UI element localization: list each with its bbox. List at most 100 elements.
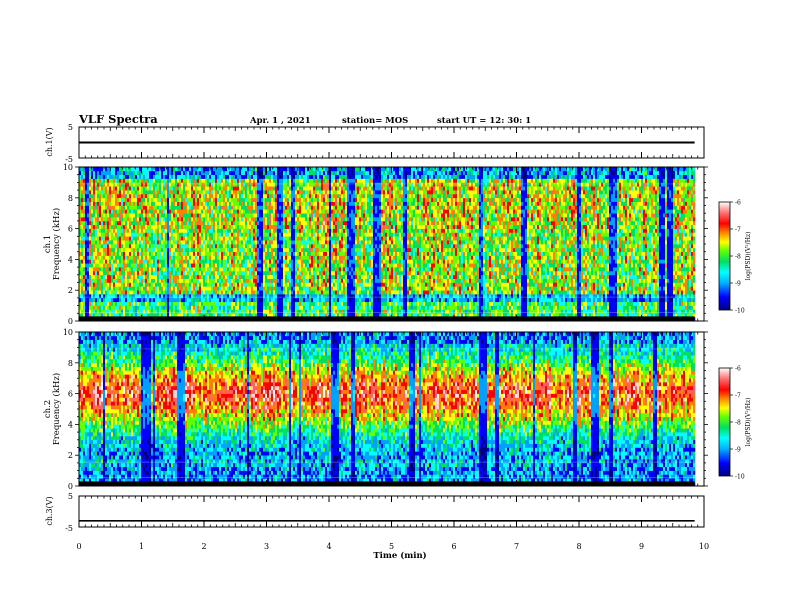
spectrogram-cell	[317, 278, 320, 283]
spectrogram-cell	[235, 193, 238, 199]
spectrogram-cell	[141, 178, 144, 183]
spectrogram-cell	[215, 290, 218, 295]
spectrogram-cell	[271, 313, 274, 318]
spectrogram-cell	[139, 178, 142, 183]
spectrogram-cell	[199, 224, 202, 229]
spectrogram-cell	[249, 244, 252, 249]
spectrogram-cell	[143, 294, 146, 299]
spectrogram-cell	[201, 205, 204, 210]
spectrogram-cell	[123, 286, 126, 291]
spectrogram-cell	[291, 247, 294, 252]
spectrogram-cell	[245, 294, 248, 299]
spectrogram-cell	[209, 267, 212, 272]
spectrogram-cell	[273, 270, 276, 276]
spectrogram-cell	[271, 267, 274, 272]
spectrogram-cell	[291, 182, 294, 187]
spectrogram-cell	[99, 201, 102, 206]
spectrogram-cell	[263, 167, 266, 172]
spectrogram-cell	[91, 244, 94, 249]
spectrogram-cell	[137, 263, 140, 268]
spectrogram-cell	[249, 213, 252, 218]
spectrogram-cell	[179, 267, 182, 272]
spectrogram-cell	[109, 255, 112, 260]
spectrogram-cell	[305, 197, 308, 202]
spectrogram-cell	[309, 178, 312, 183]
spectrogram-cell	[87, 224, 90, 229]
spectrogram-cell	[107, 224, 110, 229]
spectrogram-cell	[143, 190, 146, 195]
spectrogram-cell	[125, 290, 128, 295]
spectrogram-cell	[271, 213, 274, 218]
spectrogram-cell	[149, 178, 152, 183]
spectrogram-cell	[125, 236, 128, 241]
spectrogram-cell	[283, 167, 286, 172]
spectrogram-cell	[173, 186, 176, 191]
spectrogram-cell	[277, 255, 280, 260]
spectrogram-cell	[131, 178, 134, 183]
spectrogram-cell	[285, 297, 288, 303]
spectrogram-cell	[173, 213, 176, 218]
spectrogram-cell	[249, 255, 252, 260]
spectrogram-cell	[119, 255, 122, 260]
spectrogram-cell	[273, 290, 276, 295]
spectrogram-cell	[275, 220, 278, 226]
spectrogram-cell	[153, 294, 156, 299]
spectrogram-cell	[79, 297, 82, 303]
spectrogram-cell	[177, 178, 180, 183]
spectrogram-cell	[287, 209, 290, 214]
spectrogram-cell	[261, 178, 264, 183]
spectrogram-cell	[195, 224, 198, 229]
spectrogram-cell	[127, 301, 130, 306]
spectrogram-cell	[207, 182, 210, 187]
spectrogram-cell	[151, 232, 154, 237]
spectrogram-cell	[243, 209, 246, 214]
spectrogram-cell	[275, 190, 278, 195]
spectrogram-cell	[259, 182, 262, 187]
spectrogram-cell	[117, 240, 120, 245]
spectrogram-cell	[97, 205, 100, 210]
spectrogram-cell	[289, 263, 292, 268]
spectrogram-cell	[291, 309, 294, 314]
spectrogram-cell	[247, 190, 250, 195]
spectrogram-cell	[125, 270, 128, 276]
spectrogram-cell	[271, 274, 274, 279]
spectrogram-cell	[189, 193, 192, 199]
spectrogram-cell	[171, 244, 174, 249]
spectrogram-cell	[83, 305, 86, 310]
spectrogram-cell	[103, 178, 106, 183]
spectrogram-cell	[169, 309, 172, 314]
spectrogram-cell	[221, 247, 224, 252]
spectrogram-cell	[251, 313, 254, 318]
spectrogram-cell	[279, 259, 282, 264]
spectrogram-cell	[183, 232, 186, 237]
spectrogram-cell	[149, 186, 152, 191]
spectrogram-cell	[265, 190, 268, 195]
spectrogram-cell	[225, 244, 228, 249]
spectrogram-cell	[293, 170, 296, 175]
spectrogram-cell	[139, 209, 142, 214]
spectrogram-cell	[315, 301, 318, 306]
spectrogram-cell	[83, 255, 86, 260]
spectrogram-cell	[169, 178, 172, 183]
spectrogram-cell	[161, 294, 164, 299]
spectrogram-cell	[317, 301, 320, 306]
spectrogram-cell	[153, 178, 156, 183]
spectrogram-cell	[255, 247, 258, 252]
spectrogram-cell	[261, 236, 264, 241]
spectrogram-cell	[139, 236, 142, 241]
spectrogram-cell	[155, 309, 158, 314]
spectrogram-cell	[251, 255, 254, 260]
spectrogram-cell	[137, 174, 140, 179]
spectrogram-cell	[159, 270, 162, 276]
spectrogram-cell	[135, 182, 138, 187]
spectrogram-cell	[273, 178, 276, 183]
spectrogram-cell	[141, 274, 144, 279]
spectrogram-cell	[89, 309, 92, 314]
spectrogram-cell	[105, 174, 108, 179]
spectrogram-cell	[101, 255, 104, 260]
spectrogram-cell	[105, 274, 108, 279]
spectrogram-cell	[313, 182, 316, 187]
spectrogram-cell	[129, 170, 132, 175]
spectrogram-cell	[87, 193, 90, 199]
spectrogram-cell	[103, 220, 106, 226]
